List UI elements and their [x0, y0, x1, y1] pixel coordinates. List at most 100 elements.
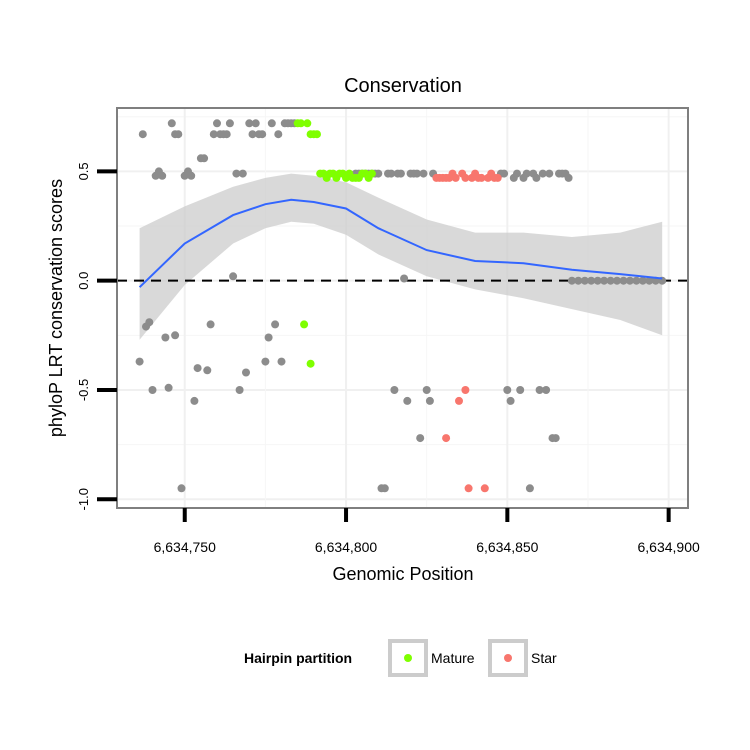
point-other [245, 119, 254, 128]
point-other [567, 276, 576, 285]
point-other [148, 386, 157, 394]
point-other [522, 169, 531, 178]
smooth-line [138, 198, 663, 288]
point-star [480, 484, 489, 493]
legend-dot-star [504, 654, 512, 662]
point-other [203, 366, 212, 375]
point-other [525, 484, 534, 493]
point-star [455, 396, 463, 405]
point-other [574, 276, 583, 285]
point-other [425, 396, 434, 405]
point-other [193, 364, 202, 373]
point-other [235, 386, 244, 394]
point-other [513, 169, 521, 178]
point-other [177, 484, 186, 493]
point-other [387, 169, 396, 178]
point-mature [367, 169, 376, 178]
point-other [419, 169, 428, 178]
legend-dot-mature [404, 654, 412, 662]
panel-border [116, 107, 689, 509]
x-tick-label: 6,634,750 [154, 539, 216, 555]
legend-title: Hairpin partition [244, 650, 352, 666]
point-other [538, 169, 547, 178]
x-tick-label: 6,634,800 [315, 539, 377, 555]
point-star [493, 173, 502, 182]
point-other [600, 276, 609, 285]
point-other [206, 320, 215, 329]
point-other [274, 130, 283, 139]
legend-key-star [488, 639, 528, 677]
point-other [645, 276, 654, 285]
point-other [135, 357, 144, 366]
point-other [542, 386, 551, 394]
point-other [261, 357, 270, 366]
x-axis: 6,634,750 6,634,800 6,634,850 6,634,900 [154, 508, 700, 555]
point-other [606, 276, 615, 285]
point-mature [313, 130, 321, 139]
legend-label-star: Star [531, 650, 557, 666]
point-other [506, 396, 515, 405]
point-other [145, 318, 154, 327]
point-other [232, 169, 241, 178]
point-other [174, 130, 183, 139]
point-other [380, 484, 389, 493]
point-other [535, 386, 544, 394]
point-other [167, 119, 176, 128]
point-other [264, 333, 273, 342]
point-other [271, 320, 280, 329]
point-other [164, 383, 173, 392]
point-other [209, 130, 218, 139]
x-axis-label: Genomic Position [332, 564, 473, 584]
point-other [551, 434, 560, 443]
point-other [161, 333, 170, 342]
point-mature [296, 119, 305, 128]
point-other [564, 173, 573, 182]
point-other [422, 386, 431, 394]
point-other [213, 119, 221, 128]
y-axis: -1.0 -0.5 0.0 0.5 [76, 162, 117, 510]
point-other [400, 274, 409, 283]
point-other [500, 169, 509, 178]
legend: Hairpin partition Mature Star [244, 639, 557, 677]
point-star [477, 173, 486, 182]
y-tick-label: -1.0 [76, 488, 91, 510]
point-other [545, 169, 554, 178]
legend-item-star: Star [488, 639, 557, 677]
point-other [200, 154, 209, 163]
point-star [442, 434, 451, 443]
point-other [374, 169, 383, 178]
point-mature [306, 359, 315, 368]
point-mature [300, 320, 309, 329]
point-other [251, 119, 260, 128]
legend-label-mature: Mature [431, 650, 475, 666]
point-other [632, 276, 641, 285]
confidence-ribbon [139, 173, 663, 340]
point-other [229, 272, 238, 281]
point-other [416, 434, 425, 443]
point-star [464, 484, 473, 493]
point-other [171, 331, 180, 340]
point-other [267, 119, 276, 128]
point-other [258, 130, 267, 139]
point-other [242, 368, 250, 377]
point-other [222, 130, 231, 139]
y-axis-label: phyloP LRT conservation scores [46, 179, 66, 437]
point-star [461, 173, 470, 182]
point-star [451, 173, 460, 182]
point-other [238, 169, 247, 178]
point-other [613, 276, 621, 285]
y-tick-label: -0.5 [76, 379, 91, 401]
y-tick-label: 0.5 [76, 162, 91, 180]
point-other [413, 169, 421, 178]
point-other [619, 276, 628, 285]
point-other [187, 171, 196, 180]
x-tick-label: 6,634,850 [476, 539, 538, 555]
point-other [587, 276, 596, 285]
point-star [461, 386, 470, 394]
points-layer [135, 119, 667, 493]
point-other [138, 130, 147, 139]
point-other [593, 276, 602, 285]
point-other [248, 130, 257, 139]
point-other [638, 276, 647, 285]
